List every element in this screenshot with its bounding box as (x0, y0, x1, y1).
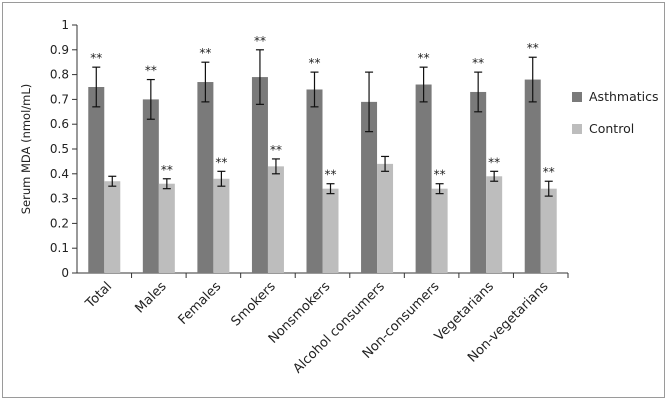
asthmatics-bar (197, 82, 214, 273)
y-tick-label: 0.1 (50, 241, 69, 255)
significance-marker: ** (472, 56, 484, 70)
control-bar (104, 181, 121, 273)
y-tick-label: 0 (61, 266, 69, 280)
asthmatics-bar (470, 91, 487, 274)
control-bar (158, 183, 175, 273)
significance-marker: ** (434, 168, 446, 182)
x-tick-label: Alcohol consumers (291, 279, 389, 377)
x-axis: Total Males Females SmokersNonsmokersAlcoho… (77, 272, 569, 377)
significance-marker: ** (270, 143, 282, 157)
significance-marker: ** (215, 155, 227, 169)
significance-marker: ** (199, 46, 211, 60)
y-axis: 0 0.1 0.2 0.3 0.4 0.5 0.6 0.7 0.8 0.9 1 (50, 18, 78, 280)
significance-marker: ** (309, 56, 321, 70)
y-tick-label: 0.9 (50, 43, 69, 57)
legend-label-asthmatics: Asthmatics (589, 89, 658, 104)
y-tick-label: 0.6 (50, 117, 69, 131)
y-tick-label: 0.2 (50, 216, 69, 230)
y-tick-label: 0.4 (50, 167, 69, 181)
control-bar (486, 176, 503, 273)
y-axis-title: Serum MDA (nmol/mL) (19, 84, 33, 215)
significance-marker: ** (145, 64, 157, 78)
asthmatics-bar (415, 84, 432, 274)
control-bar (213, 178, 230, 273)
significance-marker: ** (418, 51, 430, 65)
y-tick-label: 1 (61, 18, 69, 32)
significance-marker: ** (527, 41, 539, 55)
control-bar (377, 163, 394, 273)
significance-marker: ** (254, 34, 266, 48)
y-tick-label: 0.5 (50, 142, 69, 156)
control-bar (322, 188, 339, 273)
control-bar (267, 166, 284, 273)
significance-marker: ** (325, 168, 337, 182)
significance-marker: ** (90, 51, 102, 65)
x-tick-label: Females (176, 279, 225, 328)
significance-marker: ** (543, 165, 555, 179)
asthmatics-bar (361, 101, 378, 273)
asthmatics-bar (88, 87, 105, 273)
significance-marker: ** (488, 155, 500, 169)
legend-swatch-asthmatics (572, 92, 582, 102)
asthmatics-bar (524, 79, 541, 273)
y-tick-label: 0.3 (50, 192, 69, 206)
control-bar (540, 188, 557, 273)
asthmatics-bar (251, 77, 268, 273)
x-tick-label: Total (82, 279, 115, 312)
y-tick-label: 0.8 (50, 68, 69, 82)
asthmatics-bar (142, 99, 159, 274)
asthmatics-bar (306, 89, 323, 273)
legend: Asthmatics Control (572, 89, 658, 136)
control-bar (431, 188, 448, 273)
significance-marker: ** (161, 163, 173, 177)
legend-swatch-control (572, 124, 582, 134)
x-tick-label: Males (132, 279, 169, 316)
bars-layer: ** ** ** ** ** ** ** ** ** ** ** ** ** ** ** (88, 34, 557, 274)
y-tick-label: 0.7 (50, 92, 69, 106)
x-tick-label: Smokers (229, 279, 279, 329)
legend-label-control: Control (589, 121, 634, 136)
